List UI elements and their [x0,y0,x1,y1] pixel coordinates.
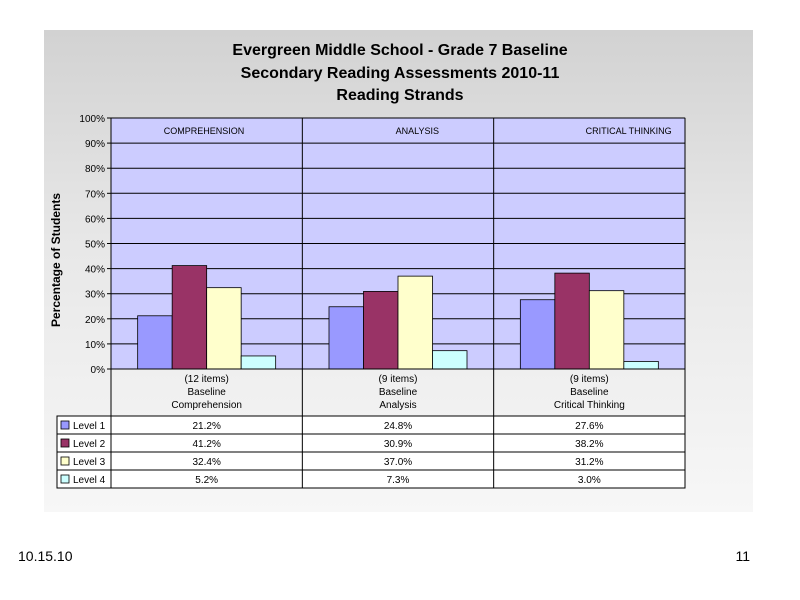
legend-label: Level 1 [73,421,106,432]
data-table-value: 27.6% [575,421,603,432]
data-table-value: 7.3% [387,475,410,486]
footer-date: 10.15.10 [18,548,73,564]
data-table-value: 3.0% [578,475,601,486]
data-table-value: 5.2% [195,475,218,486]
y-tick-label: 90% [85,139,105,150]
y-tick-label: 0% [91,365,106,376]
bar-level-2 [171,265,208,370]
chart-title-line-1: Evergreen Middle School - Grade 7 Baseli… [232,42,568,59]
category-label-line: (12 items) [184,374,228,385]
bar-level-3 [588,290,625,370]
data-table-value: 30.9% [384,439,412,450]
bar-level-2 [554,272,590,370]
bar-level-2 [363,291,399,370]
legend-swatch [60,420,70,430]
bar-level-3 [397,275,433,370]
legend-label: Level 4 [73,475,106,486]
category-label-line: Critical Thinking [554,400,625,411]
data-table-value: 32.4% [192,457,220,468]
legend-swatch [60,438,70,448]
legend-swatch [60,474,70,484]
category-label-line: Baseline [570,387,609,398]
category-label-line: (9 items) [379,374,418,385]
legend-label: Level 2 [73,439,106,450]
data-table-value: 21.2% [192,421,220,432]
bar-level-4 [432,350,468,370]
strand-label: CRITICAL THINKING [586,126,672,136]
data-table-value: 31.2% [575,457,603,468]
data-table-value: 24.8% [384,421,412,432]
category-label-line: Baseline [379,387,418,398]
bar-level-1 [137,315,173,370]
category-label-line: Baseline [187,387,226,398]
footer-page-number: 11 [735,548,750,564]
category-label-line: Analysis [379,400,416,411]
category-label-line: (9 items) [570,374,609,385]
bar-level-1 [328,306,364,370]
bar-level-1 [519,299,556,370]
bar-level-3 [206,287,242,370]
y-tick-label: 60% [85,214,105,225]
legend-swatch [60,456,70,466]
data-table-value: 38.2% [575,439,603,450]
bar-level-4 [623,361,659,370]
y-tick-label: 80% [85,164,105,175]
y-tick-label: 20% [85,315,105,326]
legend-label: Level 3 [73,457,106,468]
bar-level-4 [240,355,277,370]
y-tick-label: 100% [79,114,105,125]
y-tick-label: 70% [85,189,105,200]
data-table-value: 41.2% [192,439,220,450]
strand-label: ANALYSIS [396,126,439,136]
y-tick-label: 30% [85,290,105,301]
chart-title-line-2: Secondary Reading Assessments 2010-11 [240,65,560,82]
data-table-value: 37.0% [384,457,412,468]
category-label-line: Comprehension [171,400,242,411]
chart-title-line-3: Reading Strands [336,87,464,104]
y-tick-label: 50% [85,240,105,251]
y-tick-label: 40% [85,265,105,276]
y-tick-label: 10% [85,340,105,351]
strand-label: COMPREHENSION [164,126,245,136]
